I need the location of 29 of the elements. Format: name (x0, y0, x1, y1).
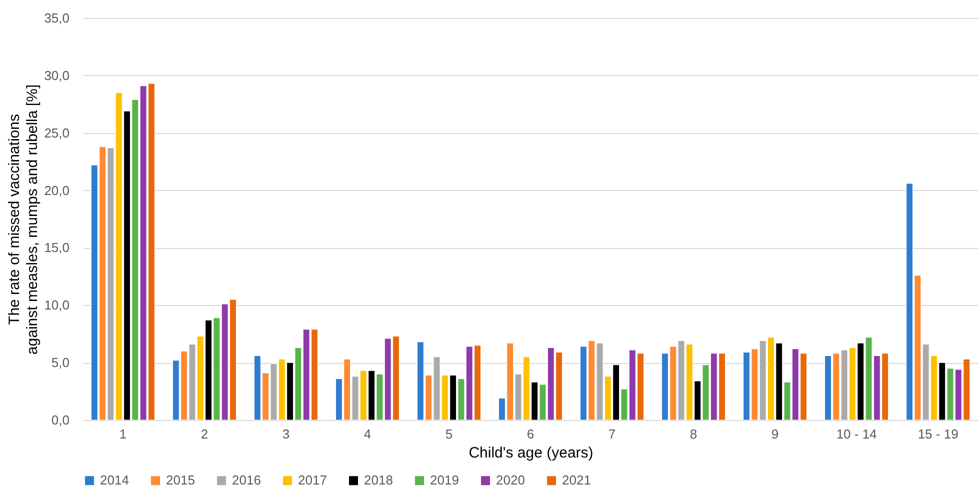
y-tick-label: 35,0 (44, 10, 70, 26)
x-tick-label: 5 (445, 426, 453, 442)
x-tick-label: 3 (282, 426, 290, 442)
y-tick-label: 5,0 (51, 355, 70, 370)
x-tick-label: 2 (200, 426, 208, 442)
x-tick-label: 8 (690, 426, 698, 442)
y-tick-label: 15,0 (44, 240, 70, 256)
legend-label: 2020 (496, 472, 525, 488)
x-tick-label: 9 (771, 426, 779, 442)
x-tick-label: 4 (364, 426, 372, 442)
y-tick-label: 30,0 (44, 68, 70, 83)
legend-label: 2015 (166, 472, 195, 488)
legend-label: 2014 (100, 472, 129, 488)
y-tick-label: 25,0 (44, 125, 70, 140)
x-axis-title: Child's age (years) (468, 444, 594, 462)
y-tick-label: 20,0 (44, 182, 70, 198)
x-tick-label: 7 (608, 426, 616, 442)
legend-label: 2019 (430, 472, 459, 488)
x-tick-label: 1 (119, 426, 127, 442)
legend-label: 2017 (298, 472, 327, 488)
y-axis-title: The rate of missed vaccinations against measles, mumps and rubella [%] (6, 84, 42, 355)
x-tick-label: 10 - 14 (836, 426, 877, 442)
x-tick-label: 6 (526, 426, 534, 442)
legend-label: 2021 (562, 472, 591, 488)
legend-label: 2018 (364, 472, 393, 488)
legend-label: 2016 (232, 472, 261, 488)
y-tick-label: 0,0 (51, 412, 70, 428)
y-tick-label: 10,0 (44, 298, 70, 313)
x-tick-label: 15 - 19 (918, 426, 958, 442)
